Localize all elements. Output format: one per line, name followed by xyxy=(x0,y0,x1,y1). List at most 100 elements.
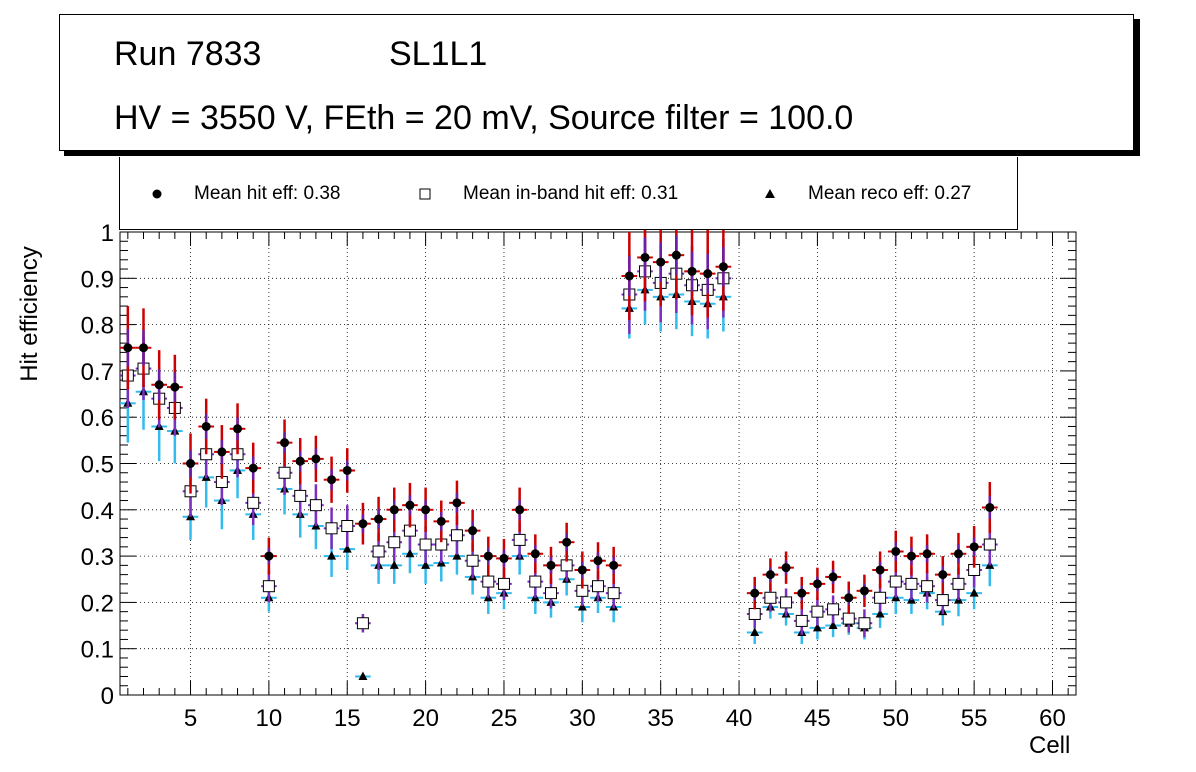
reco-point xyxy=(342,544,352,553)
hit-point xyxy=(530,549,540,559)
legend-reco-label: Mean reco eff: 0.27 xyxy=(808,183,972,204)
hit-point xyxy=(844,593,854,603)
hit-point xyxy=(515,505,525,515)
hit-point xyxy=(295,456,305,466)
hit-point xyxy=(264,551,274,561)
inband-point xyxy=(294,489,307,502)
hit-point xyxy=(750,588,760,598)
hit-point xyxy=(562,537,572,547)
tick-labels: 5 10 15 20 25 30 35 40 45 50 55 60 0 0.1 0.2 0.3 0.4 0.5 0… xyxy=(81,220,1066,732)
x-tick-label: 60 xyxy=(1039,705,1066,732)
hit-point xyxy=(342,465,352,475)
x-tick-label: 5 xyxy=(184,705,197,732)
reco-point xyxy=(875,608,885,618)
hit-point xyxy=(624,271,634,281)
x-axis-label: Cell xyxy=(1029,732,1071,759)
hit-point xyxy=(703,269,713,279)
hit-point xyxy=(687,266,697,276)
inband-point xyxy=(388,536,401,549)
grid-lines xyxy=(120,231,1076,696)
inband-point xyxy=(262,580,275,593)
inband-point xyxy=(795,614,808,627)
legend-inband-label: Mean in-band hit eff: 0.31 xyxy=(463,183,679,204)
hit-point xyxy=(170,382,180,392)
inband-point xyxy=(748,607,761,620)
hit-point xyxy=(891,546,901,556)
inband-point xyxy=(529,575,542,588)
hit-point xyxy=(389,505,399,515)
hit-point xyxy=(327,475,337,485)
series-inband xyxy=(120,232,998,638)
hit-point xyxy=(311,454,321,464)
inband-point xyxy=(497,577,510,590)
inband-point xyxy=(466,554,479,567)
inband-point xyxy=(936,594,949,607)
legend-hit-label: Mean hit eff: 0.38 xyxy=(194,183,341,204)
reco-point xyxy=(577,602,587,611)
hit-point xyxy=(969,542,979,552)
hit-point xyxy=(233,424,243,434)
hit-point xyxy=(186,459,196,468)
inband-point xyxy=(921,580,934,593)
reco-point xyxy=(828,620,838,630)
y-tick-label: 0.9 xyxy=(81,266,114,293)
hit-point xyxy=(483,551,493,561)
y-tick-label: 0.1 xyxy=(81,637,114,664)
y-tick-label: 0.6 xyxy=(81,405,114,432)
hit-point xyxy=(436,516,446,526)
hit-point xyxy=(765,570,775,580)
hit-point xyxy=(640,252,650,262)
hit-point xyxy=(139,343,149,353)
inband-point xyxy=(247,496,260,509)
hit-point xyxy=(656,257,666,267)
inband-point xyxy=(325,522,338,535)
hit-point xyxy=(938,570,948,580)
x-tick-label: 45 xyxy=(804,705,831,732)
inband-point xyxy=(372,545,385,558)
y-tick-label: 1 xyxy=(101,220,114,247)
y-tick-label: 0.3 xyxy=(81,544,114,571)
x-tick-label: 55 xyxy=(961,705,988,732)
inband-point xyxy=(858,617,871,630)
hit-point xyxy=(859,586,869,596)
hit-point xyxy=(593,556,603,566)
x-tick-label: 50 xyxy=(882,705,909,732)
y-tick-label: 0.5 xyxy=(81,452,114,479)
inband-point xyxy=(419,538,432,551)
hit-point xyxy=(875,565,885,575)
hit-point xyxy=(781,563,791,573)
inband-point xyxy=(278,466,291,479)
run-label: Run 7833 xyxy=(114,35,262,73)
y-tick-label: 0.4 xyxy=(81,498,114,525)
reco-point xyxy=(750,627,760,636)
inband-point xyxy=(842,612,855,625)
inband-point xyxy=(341,520,354,533)
hit-point xyxy=(421,505,431,515)
y-tick-label: 0.7 xyxy=(81,359,114,386)
reco-point xyxy=(812,622,822,632)
hit-point xyxy=(906,551,916,561)
x-tick-label: 15 xyxy=(334,705,361,732)
x-tick-label: 40 xyxy=(726,705,753,732)
inband-point xyxy=(309,499,322,512)
hit-point xyxy=(828,572,838,582)
hit-point xyxy=(546,560,556,570)
inband-point xyxy=(874,591,887,604)
hit-point xyxy=(671,250,681,260)
hit-point xyxy=(201,421,211,431)
conditions-label: HV = 3550 V, FEth = 20 mV, Source filter… xyxy=(114,99,854,137)
inband-point xyxy=(983,538,996,551)
hit-point xyxy=(280,438,290,448)
inband-point xyxy=(780,596,793,609)
inband-point xyxy=(544,587,557,600)
y-axis-label: Hit efficiency xyxy=(15,246,43,382)
hit-point xyxy=(374,514,384,524)
inband-point xyxy=(513,533,526,546)
inband-point xyxy=(827,603,840,616)
inband-point xyxy=(764,591,777,604)
hit-point xyxy=(468,526,478,536)
inband-point xyxy=(450,529,463,542)
x-tick-label: 30 xyxy=(569,705,596,732)
series-hit xyxy=(120,211,998,614)
